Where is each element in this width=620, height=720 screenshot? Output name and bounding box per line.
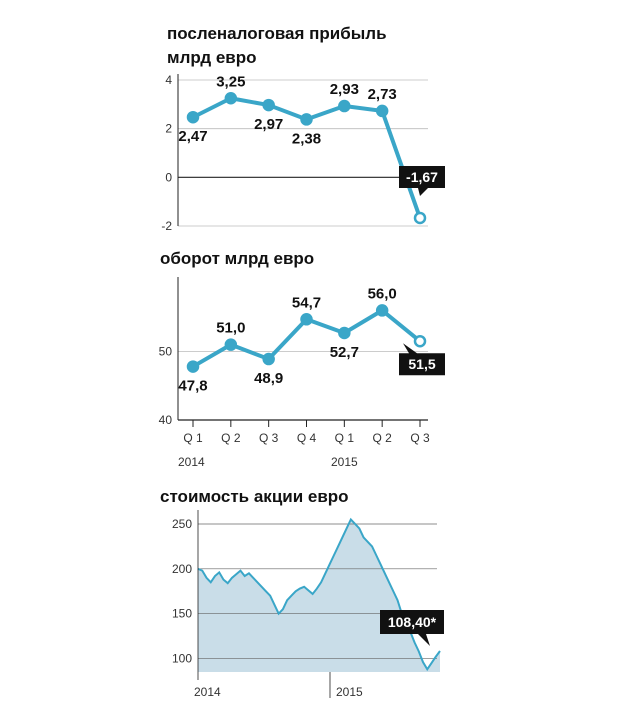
data-label: 2,38 [292, 130, 321, 147]
data-label: 2,73 [368, 86, 397, 103]
revenue-chart: оборот млрд евро 50 40 47,8 51,0 48,9 54,7 52,… [159, 249, 445, 469]
y-tick-label: 4 [165, 73, 172, 87]
data-label: 54,7 [292, 294, 321, 311]
y-tick-label: 100 [172, 652, 192, 666]
x-tick-label: Q 1 [335, 431, 355, 445]
x-tick-label: 2014 [194, 685, 221, 699]
data-label: 3,25 [216, 73, 245, 90]
data-point [338, 99, 351, 113]
data-label: 2,47 [178, 128, 207, 145]
data-point [186, 110, 200, 124]
y-tick-label: 50 [159, 345, 173, 359]
price-area [198, 519, 440, 672]
data-point [262, 98, 275, 112]
value-callout-box [380, 610, 444, 646]
value-callout-box [399, 343, 445, 376]
data-label: -1,67 [406, 169, 438, 185]
profit-chart-title-line1: посленалоговая прибыль [167, 24, 387, 43]
data-point [186, 360, 200, 373]
data-label: 56,0 [368, 285, 397, 302]
data-label: 48,9 [254, 370, 283, 387]
profit-chart: посленалоговая прибыль млрд евро 4 2 0 -2 2,… [161, 24, 445, 233]
data-label: 2,97 [254, 116, 283, 133]
y-tick-label: -2 [161, 219, 172, 233]
data-point [300, 313, 313, 326]
x-tick-label: Q 2 [221, 431, 241, 445]
value-callout-box [399, 165, 445, 196]
data-point [375, 104, 389, 118]
price-callout-label: 108,40* [388, 614, 437, 630]
y-tick-label: 200 [172, 562, 192, 576]
y-tick-label: 150 [172, 607, 192, 621]
x-tick-label: Q 1 [183, 431, 203, 445]
x-tick-label: Q 3 [259, 431, 279, 445]
data-label: 52,7 [330, 344, 359, 361]
revenue-chart-title: оборот млрд евро [160, 249, 314, 268]
year-label: 2015 [331, 455, 358, 469]
profit-chart-title-line2: млрд евро [167, 48, 257, 67]
price-line [197, 517, 441, 672]
y-tick-label: 2 [165, 122, 172, 136]
data-point [262, 352, 275, 366]
data-point [413, 334, 427, 348]
data-point [300, 113, 313, 126]
x-tick-label: Q 3 [410, 431, 430, 445]
data-label: 2,93 [330, 81, 359, 98]
data-label: 51,5 [408, 356, 435, 372]
y-tick-label: 40 [159, 413, 173, 427]
year-label: 2014 [178, 455, 205, 469]
data-point [224, 338, 238, 351]
data-point [338, 326, 351, 340]
share-price-chart: стоимость акции евро 250 200 150 100 2014 201… [160, 487, 444, 699]
y-tick-label: 250 [172, 517, 192, 531]
x-tick-label: Q 4 [297, 431, 317, 445]
share-price-chart-title: стоимость акции евро [160, 487, 349, 506]
x-tick-label: Q 2 [372, 431, 392, 445]
y-tick-label: 0 [165, 170, 172, 184]
data-point [375, 304, 389, 317]
data-label: 47,8 [178, 378, 207, 395]
data-point [413, 211, 427, 225]
x-tick-label: 2015 [336, 685, 363, 699]
data-point [224, 92, 238, 105]
data-label: 51,0 [216, 320, 245, 337]
